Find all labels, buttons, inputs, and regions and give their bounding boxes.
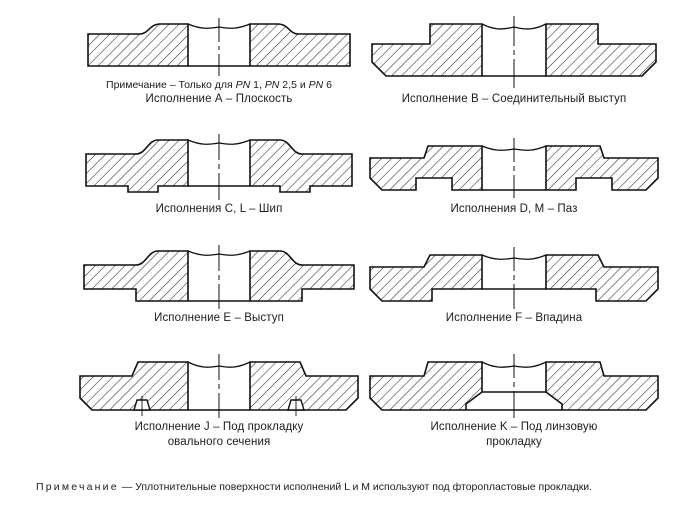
prenote-lead: Примечание – Только для <box>106 79 236 91</box>
prenote-pn-2: PN <box>264 79 280 91</box>
figure-caption-e: Исполнение E – Выступ <box>154 312 284 324</box>
figure-caption-k: Исполнение K – Под линзовую прокладку <box>368 420 660 450</box>
figure-drawing-raised-face <box>368 10 660 92</box>
figure-caption-j-line1: Исполнение J – Под прокладку <box>134 421 304 433</box>
figure-drawing-lens-gasket <box>368 352 660 420</box>
figure-drawing-groove <box>368 132 660 202</box>
figure-cell-j: Исполнение J – Под прокладку овального с… <box>78 352 360 450</box>
prenote-val-3: 6 <box>323 79 332 91</box>
figure-drawing-tongue <box>78 132 360 202</box>
footnote-label: Примечание <box>36 481 119 493</box>
figure-cell-b: Исполнение В – Соединительный выступ <box>368 10 660 107</box>
figure-cell-d-m: Исполнения D, M – Паз <box>368 132 660 217</box>
figure-cell-a: Примечание – Только для PN 1, PN 2,5 и P… <box>78 16 360 107</box>
figure-caption-k-line1: Исполнение K – Под линзовую <box>430 421 598 433</box>
figure-caption-d-m: Исполнения D, M – Паз <box>450 203 578 215</box>
figure-caption-f: Исполнение F – Впадина <box>445 312 583 324</box>
figure-drawing-oval-ring-joint <box>78 352 360 420</box>
prenote-pn-3: PN <box>308 79 324 91</box>
footnote-dash: — <box>118 481 136 493</box>
figure-drawing-male <box>78 243 360 311</box>
footnote-text: Уплотнительные поверхности исполнений L … <box>135 481 593 493</box>
prenote-val-1: 1, <box>250 79 265 91</box>
figure-caption-a: Исполнение А – Плоскость <box>145 93 293 105</box>
figure-caption-j-line2: овального сечения <box>167 436 271 448</box>
figure-caption-c-l: Исполнения C, L – Шип <box>155 203 283 215</box>
figure-cell-c-l: Исполнения C, L – Шип <box>78 132 360 217</box>
sheet-footnote: Примечание — Уплотнительные поверхности … <box>36 480 672 495</box>
prenote-val-2: 2,5 и <box>279 79 309 91</box>
figure-drawing-flat-face <box>78 16 360 78</box>
figure-cell-e: Исполнение E – Выступ <box>78 243 360 326</box>
figure-caption-j: Исполнение J – Под прокладку овального с… <box>78 420 360 450</box>
figure-prenote-a: Примечание – Только для PN 1, PN 2,5 и P… <box>78 78 360 92</box>
figure-cell-k: Исполнение K – Под линзовую прокладку <box>368 352 660 450</box>
figure-cell-f: Исполнение F – Впадина <box>368 243 660 326</box>
figure-caption-k-line2: прокладку <box>486 436 542 448</box>
prenote-pn-1: PN <box>235 79 251 91</box>
figure-caption-b: Исполнение В – Соединительный выступ <box>401 93 627 105</box>
figure-drawing-female <box>368 243 660 311</box>
